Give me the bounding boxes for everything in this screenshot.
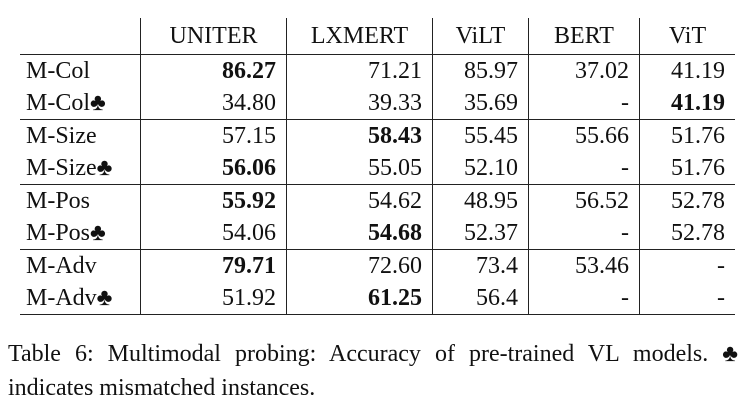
row-label: M-Col♣ — [26, 90, 106, 116]
table-cell: 79.71 — [140, 249, 287, 282]
table-cell: 53.46 — [528, 249, 640, 282]
table-cell: 72.60 — [286, 249, 433, 282]
row-label: M-Col — [20, 54, 141, 87]
column-header: UNITER — [140, 18, 287, 55]
table-cell: 61.25 — [286, 282, 433, 315]
table-cell: 41.19 — [639, 87, 735, 120]
table-cell: - — [528, 152, 640, 185]
corner-cell — [20, 18, 141, 55]
table-cell: 58.43 — [286, 119, 433, 152]
table-cell: 86.27 — [140, 54, 287, 87]
column-header: LXMERT — [286, 18, 433, 55]
table-cell: 48.95 — [432, 184, 529, 217]
table-cell: - — [528, 217, 640, 250]
table-cell: - — [528, 282, 640, 315]
table-cell: 51.76 — [639, 119, 735, 152]
table-row: M-Size 57.15 58.43 55.45 55.66 51.76 — [20, 119, 735, 152]
table-cell: - — [528, 87, 640, 120]
table-cell: 51.92 — [140, 282, 287, 315]
table-cell: 54.68 — [286, 217, 433, 250]
table-cell: 34.80 — [140, 87, 287, 120]
table-cell: 56.4 — [432, 282, 529, 315]
row-label: M-Size — [20, 119, 141, 152]
table-cell: - — [639, 249, 735, 282]
table-cell: 51.76 — [639, 152, 735, 185]
table-cell: 55.66 — [528, 119, 640, 152]
table-cell: 37.02 — [528, 54, 640, 87]
table-row: M-Pos♣ 54.06 54.68 52.37-52.78 — [20, 217, 735, 250]
table-row: M-Col♣ 34.80 39.33 35.69-41.19 — [20, 87, 735, 120]
table-cell: 55.45 — [432, 119, 529, 152]
row-label: M-Pos — [20, 184, 141, 217]
row-label: M-Adv — [20, 249, 141, 282]
table-cell: 41.19 — [639, 54, 735, 87]
table-cell: 39.33 — [286, 87, 433, 120]
table-cell: 52.78 — [639, 184, 735, 217]
table-cell: 52.37 — [432, 217, 529, 250]
table-cell: 52.78 — [639, 217, 735, 250]
table-body: M-Col 86.27 71.21 85.97 37.02 41.19 M-Col♣ 34.8… — [20, 54, 735, 315]
table-cell: - — [639, 282, 735, 315]
table-row: M-Pos 55.92 54.62 48.95 56.52 52.78 — [20, 184, 735, 217]
column-header: BERT — [528, 18, 640, 55]
column-header: ViLT — [432, 18, 529, 55]
results-table: UNITER LXMERT ViLT BERT ViT M-Col 86.27 71… — [20, 18, 735, 315]
table-cell: 73.4 — [432, 249, 529, 282]
table-cell: 35.69 — [432, 87, 529, 120]
table-caption: Table 6: Multimodal probing: Accuracy of… — [8, 341, 738, 401]
table-cell: 54.06 — [140, 217, 287, 250]
table-row: M-Col 86.27 71.21 85.97 37.02 41.19 — [20, 54, 735, 87]
table-cell: 55.05 — [286, 152, 433, 185]
table-cell: 52.10 — [432, 152, 529, 185]
table-cell: 54.62 — [286, 184, 433, 217]
row-label: M-Adv♣ — [20, 282, 141, 315]
table-row: M-Adv 79.71 72.60 73.4 53.46- — [20, 249, 735, 282]
column-header: ViT — [639, 18, 735, 55]
table-row: M-Size♣ 56.06 55.05 52.10-51.76 — [20, 152, 735, 185]
table-cell: 71.21 — [286, 54, 433, 87]
row-label: M-Size♣ — [26, 155, 113, 181]
table-cell: 56.06 — [140, 152, 287, 185]
row-label: M-Pos♣ — [26, 220, 106, 246]
table-row: M-Adv♣ 51.92 61.25 56.4- - — [20, 282, 735, 315]
table-cell: 85.97 — [432, 54, 529, 87]
table-cell: 57.15 — [140, 119, 287, 152]
table-cell: 56.52 — [528, 184, 640, 217]
header-row: UNITER LXMERT ViLT BERT ViT — [20, 18, 735, 55]
table-cell: 55.92 — [140, 184, 287, 217]
